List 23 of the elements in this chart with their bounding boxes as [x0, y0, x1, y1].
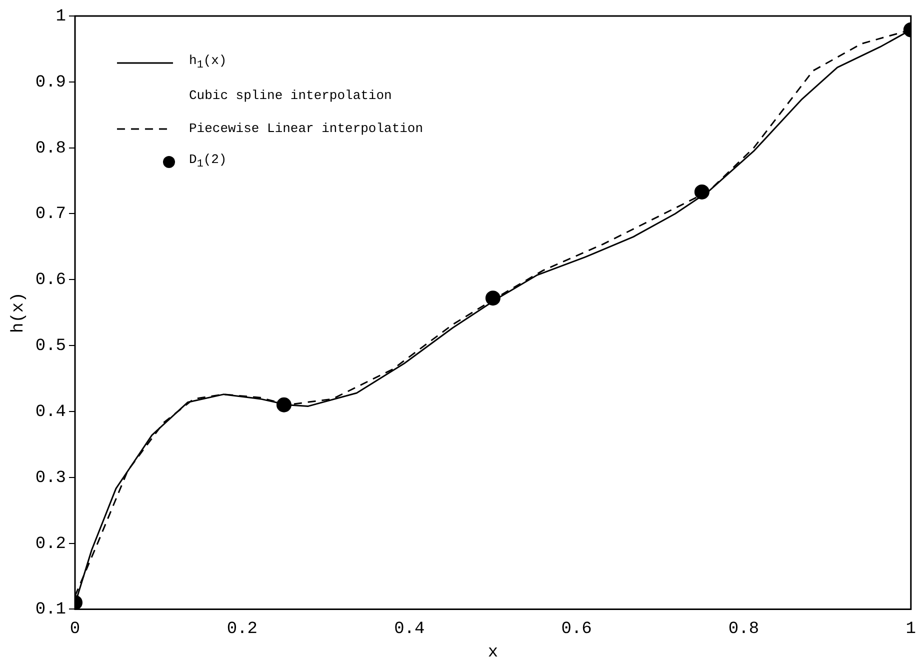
y-tick-label: 0.4 [35, 402, 66, 422]
y-tick-label: 0.2 [35, 534, 66, 554]
annotation: Cubic spline interpolation [189, 88, 392, 103]
y-tick-label: 0.3 [35, 468, 66, 488]
legend-label: Piecewise Linear interpolation [189, 121, 424, 136]
x-tick-label: 1 [906, 620, 916, 639]
x-tick-label: 0 [70, 620, 80, 639]
y-axis-title: h(x) [10, 292, 29, 334]
y-tick-label: 0.8 [35, 139, 66, 158]
legend-label: D$_{1}$(2) [189, 152, 227, 171]
y-tick-label: 0.1 [35, 600, 66, 620]
y-tick-label: 0.9 [35, 73, 66, 92]
x-tick-label: 0.2 [226, 620, 258, 639]
y-tick-label: 0.5 [35, 337, 66, 356]
y-tick-label: 0.7 [35, 205, 66, 224]
x-tick-label: 0.8 [728, 620, 760, 639]
x-axis-title: x [488, 643, 498, 662]
point [485, 290, 500, 306]
legend-label: h$_{1}$(x) [189, 53, 227, 72]
x-tick-label: 0.6 [561, 620, 592, 639]
x-tick-label: 0.4 [394, 620, 425, 639]
y-tick-label: 0.6 [35, 271, 66, 290]
y-tick-label: 1 [56, 8, 66, 26]
